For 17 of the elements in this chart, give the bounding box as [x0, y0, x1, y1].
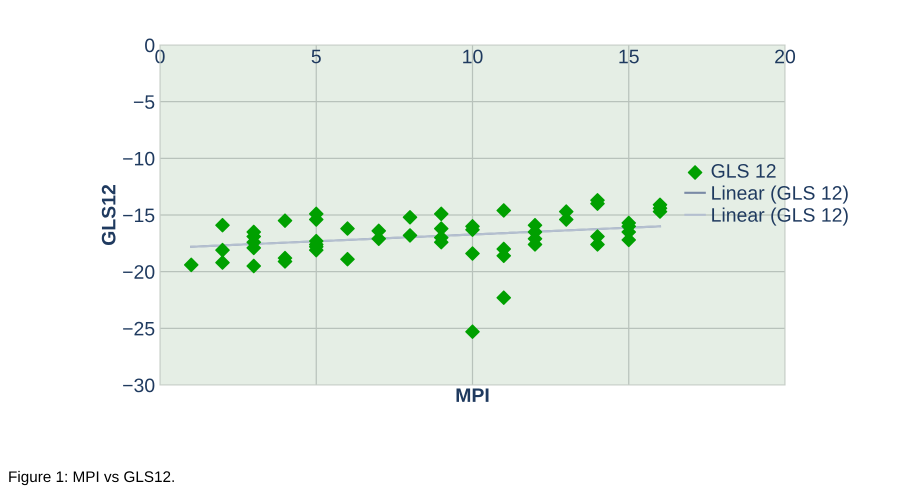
y-tick-label: 0 [145, 38, 154, 52]
y-tick-label: −5 [134, 95, 154, 109]
y-axis-title: GLS12 [102, 184, 116, 245]
x-tick-label: 20 [775, 50, 796, 64]
x-tick-label: 5 [312, 50, 321, 64]
y-tick-label: −25 [123, 322, 154, 336]
legend-label: Linear (GLS 12) [712, 208, 848, 226]
y-tick-label: −10 [123, 152, 154, 166]
y-tick-label: −30 [123, 378, 154, 392]
y-tick-label: −20 [123, 265, 154, 279]
x-tick-label: 15 [619, 50, 639, 64]
y-tick-label: −15 [123, 208, 154, 222]
x-axis-title: MPI [456, 388, 488, 402]
legend-label: GLS 12 [712, 164, 776, 178]
legend-label: Linear (GLS 12) [712, 186, 848, 204]
caption: Figure 1: MPI vs GLS12. [9, 470, 174, 486]
x-tick-label: 10 [463, 50, 483, 64]
